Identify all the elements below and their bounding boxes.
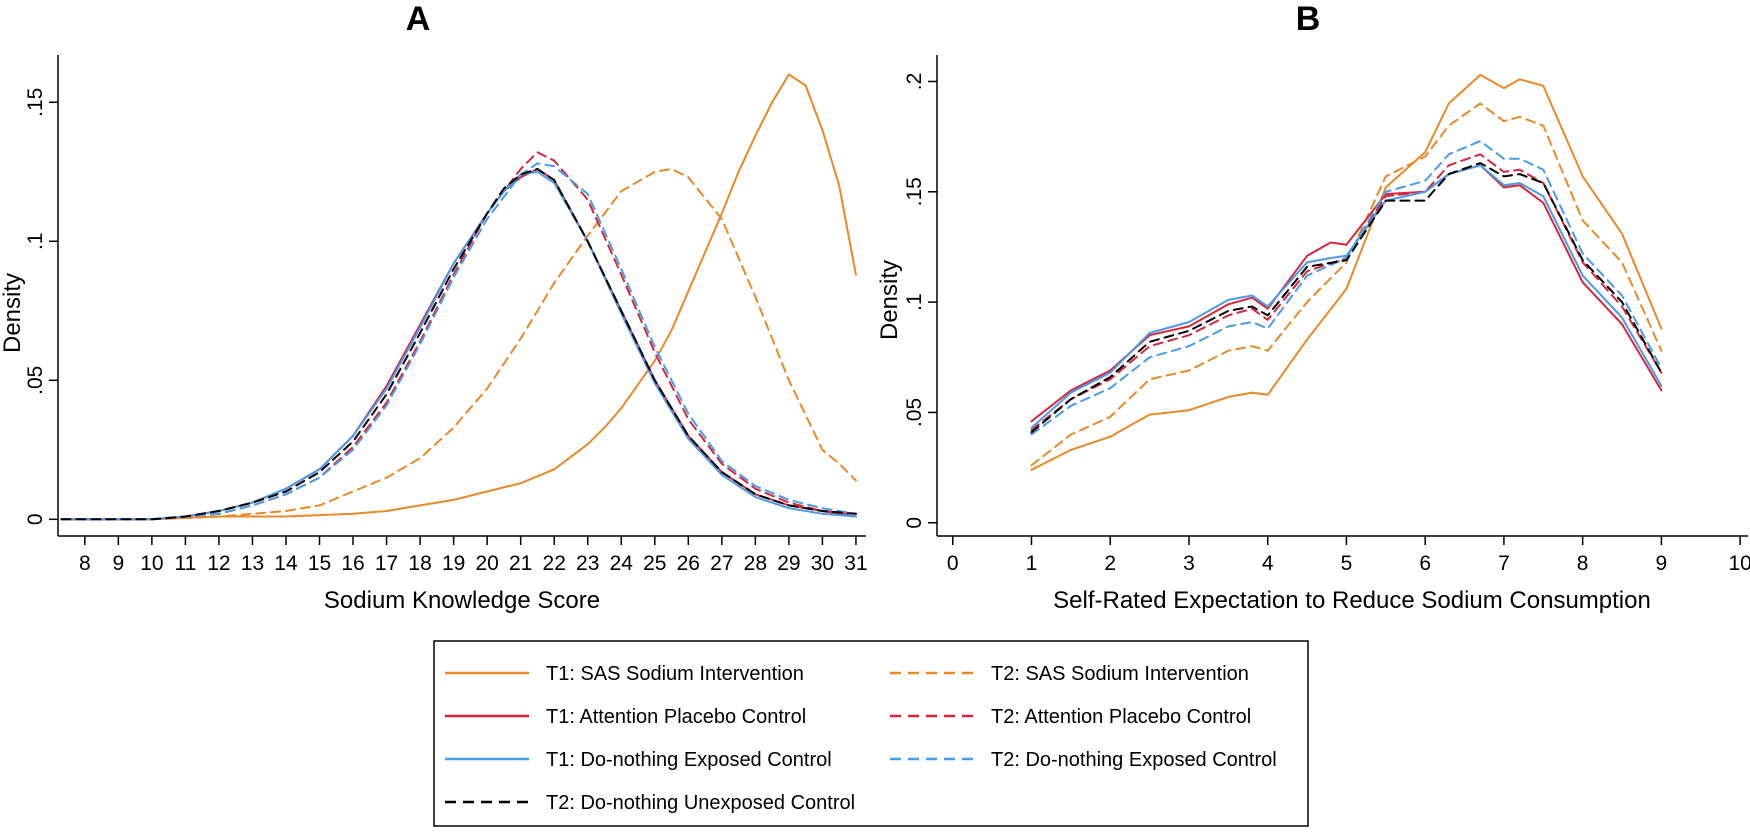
- panel-a-x-tick-label: 19: [442, 552, 465, 575]
- panel-a-x-tick-label: 12: [207, 552, 230, 575]
- panel-b-x-tick-label: 5: [1341, 552, 1353, 575]
- panel-b-x-tick-label: 7: [1498, 552, 1510, 575]
- panel-a-series-t1-sas-sodium-intervention: [60, 73, 857, 521]
- legend-label-t2-sas-sodium-intervention: T2: SAS Sodium Intervention: [991, 663, 1249, 685]
- panel-a-ylabel: Density: [0, 273, 26, 353]
- panel-b-series-t1-sas-sodium-intervention: [1030, 73, 1663, 471]
- panel-b: B Self-Rated Expectation to Reduce Sodiu…: [876, 0, 1750, 614]
- panel-a: A Sodium Knowledge Score Density 8 9 10 11 1…: [0, 0, 868, 614]
- panel-a-x-tick-label: 16: [341, 552, 364, 575]
- legend-frame: [433, 640, 1309, 827]
- panel-a-series-t2-do-nothing-exposed-control: [60, 162, 857, 521]
- legend-label-t2-do-nothing-unexposed-control: T2: Do-nothing Unexposed Control: [546, 792, 855, 814]
- legend-label-t1-do-nothing-exposed-control: T1: Do-nothing Exposed Control: [546, 749, 832, 771]
- panel-a-xlabel: Sodium Knowledge Score: [324, 587, 600, 614]
- panel-b-x-tick-label: 3: [1183, 552, 1195, 575]
- legend-label-t2-attention-placebo-control: T2: Attention Placebo Control: [991, 706, 1251, 728]
- panel-a-series-t1-attention-placebo-control: [60, 168, 857, 521]
- legend-label-t2-do-nothing-exposed-control: T2: Do-nothing Exposed Control: [991, 749, 1277, 771]
- panel-a-x-tick-label: 15: [308, 552, 331, 575]
- panel-b-x-tick-label: 8: [1577, 552, 1589, 575]
- panel-a-x-tick-label: 28: [744, 552, 767, 575]
- panel-a-x-tick-label: 11: [174, 552, 196, 575]
- panel-a-x-tick-label: 22: [543, 552, 566, 575]
- panel-b-x-tick-label: 2: [1104, 552, 1116, 575]
- panel-b-x-tick-label: 1: [1026, 552, 1038, 575]
- panel-a-x-tick-label: 26: [677, 552, 700, 575]
- panel-a-axes: 8 9 10 11 12 13 14 15 16 17 18 19 20 21 22 23 24 25 26 27 28…: [24, 55, 868, 575]
- panel-b-series-t2-do-nothing-exposed-control: [1030, 140, 1663, 436]
- panel-b-axes: 0 1 2 3 4 5 6 7 8 9 10 0 .05 .1 .15 .2: [903, 55, 1750, 575]
- panel-a-x-tick-label: 8: [79, 552, 91, 575]
- legend: T1: SAS Sodium Intervention T2: SAS Sodiu…: [433, 640, 1309, 827]
- panel-a-x-tick-label: 13: [241, 552, 264, 575]
- panel-a-series-t2-sas-sodium-intervention: [60, 168, 857, 521]
- panel-a-x-tick-label: 25: [643, 552, 666, 575]
- panel-b-series-t2-attention-placebo-control: [1030, 153, 1663, 432]
- panel-a-title: A: [406, 0, 431, 38]
- panel-a-series-t1-do-nothing-exposed-control: [60, 170, 857, 521]
- panel-a-x-tick-label: 23: [576, 552, 599, 575]
- panel-b-series: [1030, 73, 1663, 471]
- panel-a-x-tick-label: 10: [140, 552, 163, 575]
- panel-a-y-tick-label: .05: [24, 366, 47, 395]
- panel-b-y-tick-label: 0: [903, 517, 926, 529]
- panel-a-y-tick-label: .1: [24, 233, 47, 251]
- panel-b-series-t2-do-nothing-unexposed-control: [1030, 162, 1663, 434]
- panel-a-x-tick-label: 20: [475, 552, 498, 575]
- panel-b-x-tick-label: 0: [947, 552, 959, 575]
- legend-label-t1-sas-sodium-intervention: T1: SAS Sodium Intervention: [546, 663, 804, 685]
- panel-a-x-tick-label: 29: [777, 552, 800, 575]
- panel-a-y-tick-label: 0: [24, 513, 47, 525]
- legend-label-t1-attention-placebo-control: T1: Attention Placebo Control: [546, 706, 806, 728]
- panel-b-y-tick-label: .05: [903, 398, 926, 427]
- panel-a-x-tick-label: 9: [113, 552, 125, 575]
- panel-a-x-tick-label: 24: [610, 552, 634, 575]
- panel-a-x-tick-label: 21: [509, 552, 532, 575]
- panel-b-x-tick-label: 9: [1656, 552, 1668, 575]
- panel-a-series-t2-attention-placebo-control: [60, 151, 857, 521]
- panel-a-x-tick-label: 17: [375, 552, 398, 575]
- panel-b-ylabel: Density: [876, 260, 903, 340]
- panel-a-x-tick-label: 27: [710, 552, 733, 575]
- panel-b-x-tick-label: 6: [1419, 552, 1431, 575]
- panel-a-x-tick-label: 14: [274, 552, 298, 575]
- panel-b-y-tick-label: .15: [903, 177, 926, 206]
- panel-a-x-tick-label: 18: [408, 552, 431, 575]
- panel-b-series-t1-attention-placebo-control: [1030, 164, 1663, 423]
- panel-b-x-tick-label: 4: [1262, 552, 1274, 575]
- panel-a-x-tick-label: 31: [844, 552, 867, 575]
- panel-b-y-tick-label: .1: [903, 293, 926, 311]
- panel-a-series-t2-do-nothing-unexposed-control: [60, 168, 857, 521]
- panel-b-series-t1-do-nothing-exposed-control: [1030, 164, 1663, 429]
- panel-a-x-tick-label: 30: [811, 552, 834, 575]
- panel-a-y-tick-label: .15: [24, 88, 47, 117]
- panel-b-title: B: [1296, 0, 1321, 38]
- panel-b-x-tick-label: 10: [1728, 552, 1750, 575]
- panel-a-series: [60, 73, 857, 521]
- panel-b-y-tick-label: .2: [903, 73, 926, 91]
- panel-b-xlabel: Self-Rated Expectation to Reduce Sodium …: [1053, 587, 1651, 614]
- panel-b-series-t2-sas-sodium-intervention: [1030, 102, 1663, 467]
